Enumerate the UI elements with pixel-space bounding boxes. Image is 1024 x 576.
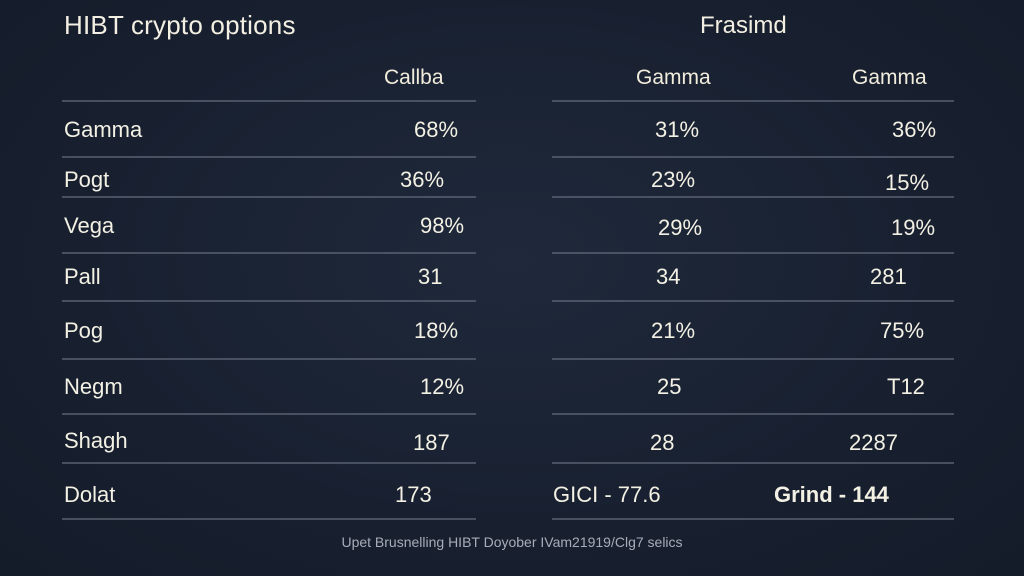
row-label: Negm xyxy=(64,374,123,399)
table-cell: 31% xyxy=(655,117,700,142)
table-cell: 98% xyxy=(420,213,465,238)
row-divider xyxy=(62,358,476,360)
right-section-title: Frasimd xyxy=(700,12,787,39)
table-cell: 15% xyxy=(885,170,930,195)
row-label: Pog xyxy=(64,318,104,343)
table-cell: 68% xyxy=(414,117,459,142)
row-divider xyxy=(552,462,954,464)
row-label: Pall xyxy=(64,264,101,289)
row-divider xyxy=(552,413,954,415)
row-divider xyxy=(62,300,476,302)
table-cell: Grind - 144 xyxy=(774,482,889,507)
table-cell: 34 xyxy=(656,264,681,289)
header-divider-right xyxy=(552,100,954,102)
row-label: Vega xyxy=(64,213,115,238)
row-divider xyxy=(552,156,954,158)
table-cell: 36% xyxy=(892,117,937,142)
table-cell: T12 xyxy=(887,374,925,399)
table-cell: 281 xyxy=(870,264,907,289)
row-label: Shagh xyxy=(64,428,128,453)
table-cell: GICI - 77.6 xyxy=(553,482,661,507)
row-divider xyxy=(62,156,476,158)
table-cell: 23% xyxy=(651,167,696,192)
table-cell: 18% xyxy=(414,318,459,343)
table-cell: 21% xyxy=(651,318,696,343)
row-divider xyxy=(62,252,476,254)
table-cell: 28 xyxy=(650,430,675,455)
column-header-gamma-2: Gamma xyxy=(852,66,927,89)
row-label: Gamma xyxy=(64,117,143,142)
footer-caption: Upet Brusnelling HIBT Doyober IVam21919/… xyxy=(341,534,683,550)
table-cell: 31 xyxy=(418,264,443,289)
table-cell: 25 xyxy=(657,374,682,399)
table-cell: 29% xyxy=(658,215,703,240)
row-divider xyxy=(552,518,954,520)
table-cell: 12% xyxy=(420,374,465,399)
row-divider xyxy=(62,518,476,520)
table-cell: 36% xyxy=(400,167,445,192)
page-title: HIBT crypto options xyxy=(64,10,296,40)
table-cell: 75% xyxy=(880,318,925,343)
table-cell: 19% xyxy=(891,215,936,240)
row-divider xyxy=(62,462,476,464)
row-label: Dolat xyxy=(64,482,116,507)
column-header-callba: Callba xyxy=(384,66,444,89)
row-divider xyxy=(552,358,954,360)
column-header-gamma-1: Gamma xyxy=(636,66,711,89)
row-label: Pogt xyxy=(64,167,110,192)
row-divider xyxy=(552,196,954,198)
table-cell: 187 xyxy=(413,430,450,455)
row-divider xyxy=(62,196,476,198)
table-cell: 2287 xyxy=(849,430,898,455)
row-divider xyxy=(552,252,954,254)
header-divider-left xyxy=(62,100,476,102)
row-divider xyxy=(62,413,476,415)
table-cell: 173 xyxy=(395,482,432,507)
row-divider xyxy=(552,300,954,302)
